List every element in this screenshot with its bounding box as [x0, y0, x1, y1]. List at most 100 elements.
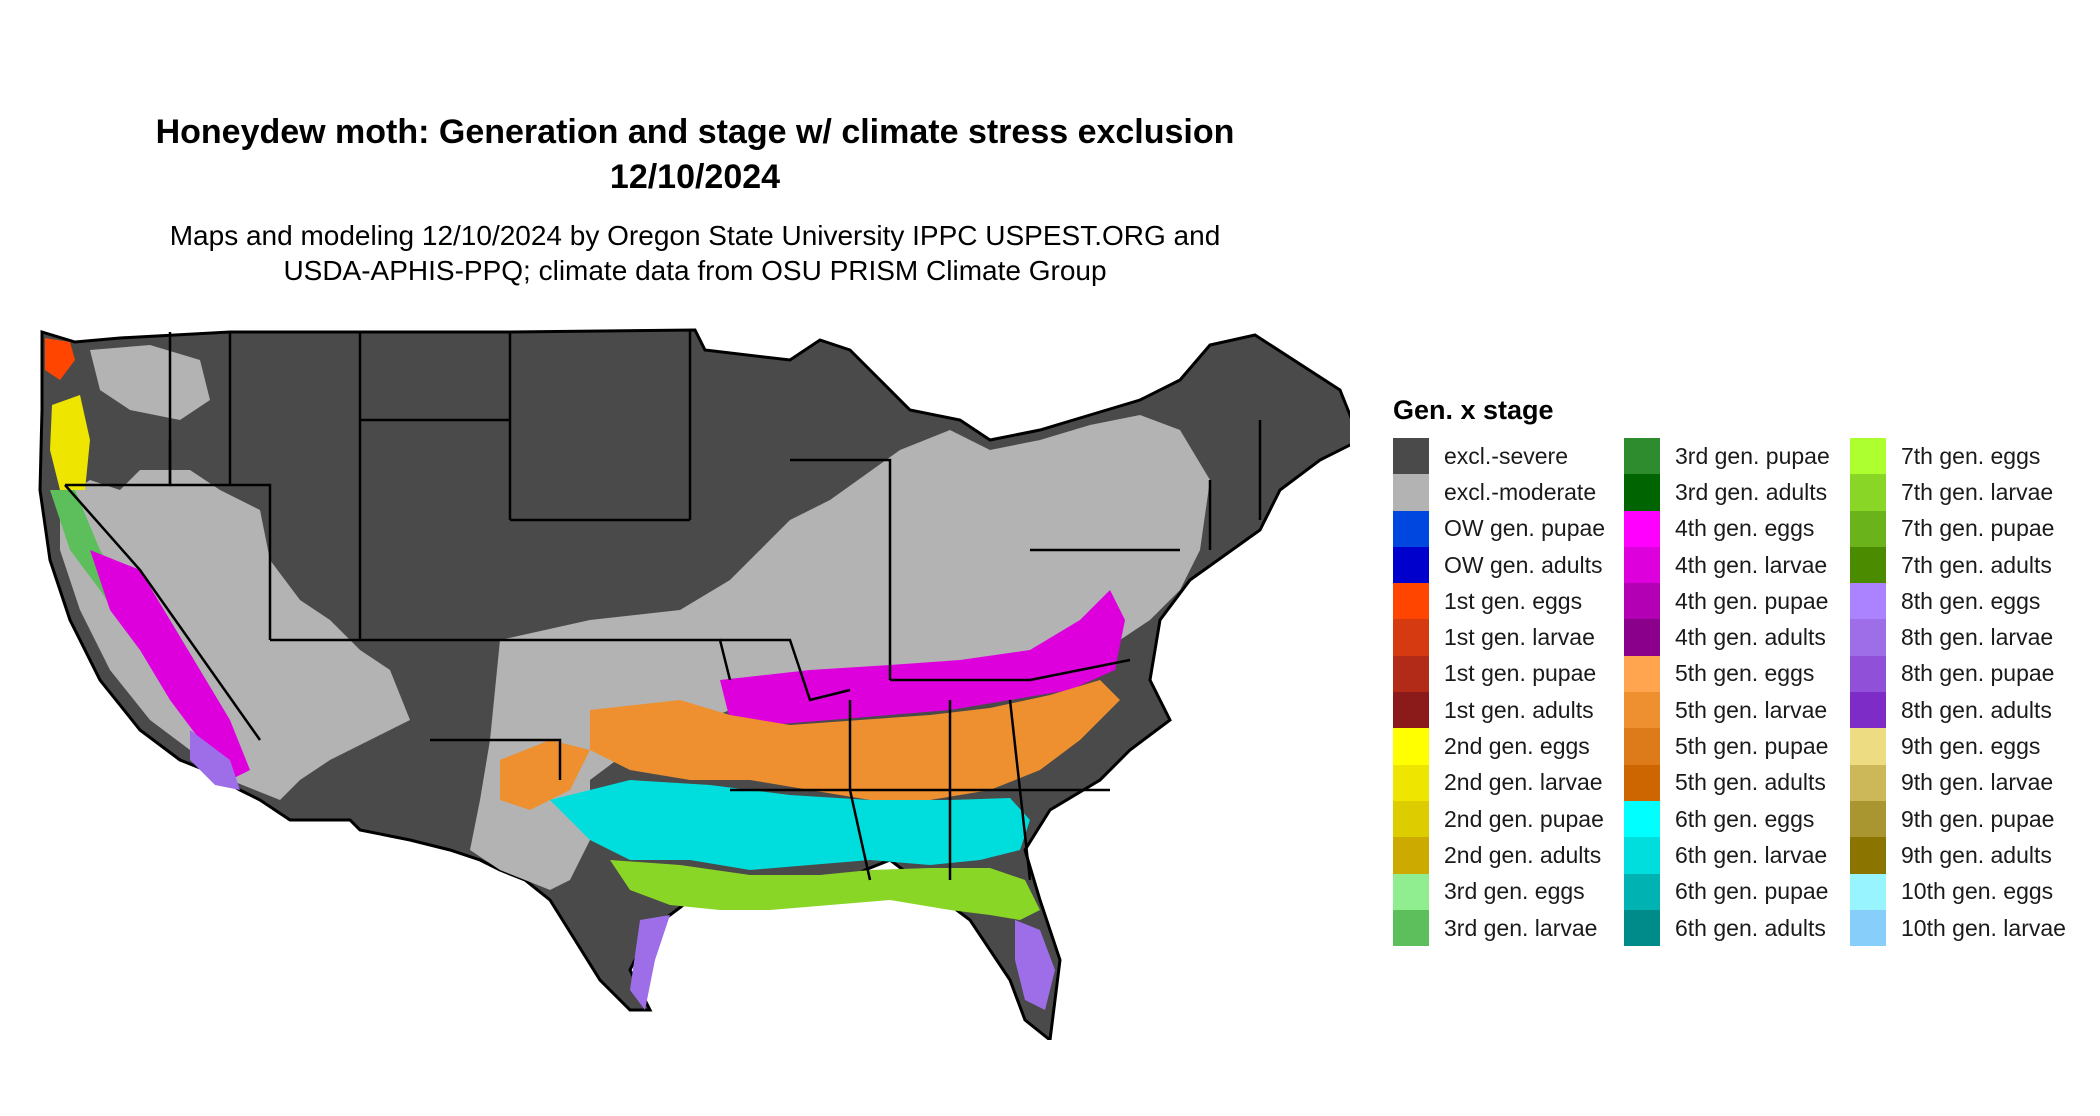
map-title: Honeydew moth: Generation and stage w/ c…: [40, 110, 1350, 200]
legend-column-3: 7th gen. eggs 7th gen. larvae 7th gen. p…: [1850, 438, 2066, 947]
legend-label: 1st gen. pupae: [1444, 660, 1597, 687]
legend-swatch: [1850, 438, 1886, 475]
legend-swatch: [1850, 655, 1886, 693]
legend-item: 4th gen. pupae: [1624, 583, 1830, 620]
legend-label: 6th gen. eggs: [1675, 805, 1815, 832]
map-subtitle-line1: Maps and modeling 12/10/2024 by Oregon S…: [169, 220, 1221, 251]
legend-swatch: [1624, 438, 1660, 475]
region-8th-gen-florida: [1015, 920, 1055, 1010]
legend-item: 3rd gen. adults: [1624, 474, 1830, 511]
legend-item: 6th gen. eggs: [1624, 800, 1830, 838]
legend-item: 3rd gen. eggs: [1393, 873, 1605, 910]
legend-label: 3rd gen. eggs: [1444, 878, 1585, 905]
legend-item: 10th gen. larvae: [1850, 909, 2066, 947]
legend-swatch: [1393, 474, 1429, 511]
legend-swatch: [1850, 909, 1886, 947]
legend-label: OW gen. pupae: [1444, 515, 1606, 542]
legend-item: 7th gen. adults: [1850, 546, 2066, 584]
region-5th-gen: [590, 680, 1120, 800]
legend-swatch: [1624, 619, 1660, 656]
legend-swatch: [1624, 474, 1660, 511]
map-subtitle: Maps and modeling 12/10/2024 by Oregon S…: [40, 218, 1350, 288]
us-generation-map: [38, 328, 1350, 1040]
legend-item: 9th gen. larvae: [1850, 764, 2066, 801]
legend-item: 9th gen. adults: [1850, 837, 2066, 874]
legend-label: excl.-moderate: [1444, 478, 1597, 505]
legend-label: 3rd gen. adults: [1675, 478, 1828, 505]
legend-item: 3rd gen. larvae: [1393, 909, 1605, 947]
legend-item: OW gen. pupae: [1393, 510, 1606, 547]
legend: Gen. x stage excl.-severe excl.-moderate…: [1393, 395, 2083, 955]
legend-label: 1st gen. adults: [1444, 696, 1594, 723]
legend-swatch: [1393, 438, 1429, 475]
legend-label: 4th gen. eggs: [1675, 515, 1815, 542]
legend-item: 5th gen. pupae: [1624, 728, 1830, 765]
legend-item: 6th gen. adults: [1624, 909, 1830, 947]
region-excl-moderate-west: [60, 470, 410, 800]
legend-title: Gen. x stage: [1393, 395, 1554, 425]
legend-item: 6th gen. larvae: [1624, 837, 1830, 874]
region-8th-gen-texas: [630, 915, 670, 1010]
legend-item: 9th gen. eggs: [1850, 728, 2066, 765]
region-1st-gen-nw: [45, 338, 75, 380]
region-excl-moderate-nw: [90, 345, 210, 420]
legend-label: excl.-severe: [1444, 442, 1568, 469]
legend-label: 2nd gen. eggs: [1444, 733, 1590, 760]
legend-label: 2nd gen. adults: [1444, 841, 1602, 868]
region-7th-gen: [610, 860, 1040, 920]
legend-label: 7th gen. pupae: [1901, 515, 2055, 542]
legend-swatch: [1850, 764, 1886, 801]
legend-item: 6th gen. pupae: [1624, 873, 1830, 910]
legend-label: 3rd gen. pupae: [1675, 442, 1830, 469]
legend-swatch: [1624, 764, 1660, 801]
legend-item: 2nd gen. larvae: [1393, 764, 1605, 801]
legend-label: 7th gen. larvae: [1901, 478, 2054, 505]
legend-label: 6th gen. pupae: [1675, 878, 1829, 905]
legend-swatch: [1624, 800, 1660, 838]
legend-swatch: [1624, 728, 1660, 765]
legend-item: 8th gen. pupae: [1850, 655, 2066, 693]
legend-label: 4th gen. larvae: [1675, 551, 1828, 578]
legend-swatch: [1393, 837, 1429, 874]
map-title-line1: Honeydew moth: Generation and stage w/ c…: [155, 113, 1235, 151]
legend-item: 1st gen. eggs: [1393, 583, 1605, 620]
legend-item: OW gen. adults: [1393, 546, 1605, 584]
legend-swatch: [1393, 728, 1429, 765]
legend-label: 8th gen. adults: [1901, 696, 2052, 723]
legend-item: 7th gen. pupae: [1850, 510, 2066, 547]
map-title-line2: 12/10/2024: [609, 158, 781, 196]
legend-swatch: [1624, 692, 1660, 729]
legend-item: 8th gen. larvae: [1850, 619, 2066, 656]
legend-item: 7th gen. larvae: [1850, 474, 2066, 511]
legend-label: 7th gen. eggs: [1901, 442, 2041, 469]
legend-swatch: [1393, 510, 1429, 547]
legend-swatch: [1850, 546, 1886, 584]
region-5th-gen-west: [500, 740, 590, 810]
legend-swatch: [1850, 728, 1886, 765]
legend-swatch: [1393, 909, 1429, 947]
legend-item: 9th gen. pupae: [1850, 800, 2066, 838]
legend-item: 5th gen. larvae: [1624, 692, 1830, 729]
legend-label: 4th gen. adults: [1675, 624, 1826, 651]
legend-swatch: [1850, 583, 1886, 620]
legend-item: 3rd gen. pupae: [1624, 438, 1830, 475]
legend-label: 9th gen. larvae: [1901, 769, 2054, 796]
legend-item: 2nd gen. pupae: [1393, 800, 1605, 838]
legend-item: 4th gen. eggs: [1624, 510, 1830, 547]
legend-column-1: excl.-severe excl.-moderate OW gen. pupa…: [1393, 438, 1606, 947]
legend-label: 2nd gen. larvae: [1444, 769, 1603, 796]
legend-swatch: [1624, 655, 1660, 693]
legend-swatch: [1393, 800, 1429, 838]
legend-column-2: 3rd gen. pupae 3rd gen. adults 4th gen. …: [1624, 438, 1830, 947]
legend-item: 1st gen. larvae: [1393, 619, 1605, 656]
legend-item: 4th gen. larvae: [1624, 546, 1830, 584]
legend-swatch: [1393, 655, 1429, 693]
legend-item: excl.-moderate: [1393, 474, 1605, 511]
legend-swatch: [1393, 546, 1429, 584]
title-block: Honeydew moth: Generation and stage w/ c…: [40, 110, 1350, 288]
legend-swatch: [1624, 837, 1660, 874]
legend-swatch: [1624, 546, 1660, 584]
legend-label: 5th gen. eggs: [1675, 660, 1815, 687]
legend-label: 1st gen. larvae: [1444, 624, 1595, 651]
legend-label: 9th gen. eggs: [1901, 733, 2041, 760]
